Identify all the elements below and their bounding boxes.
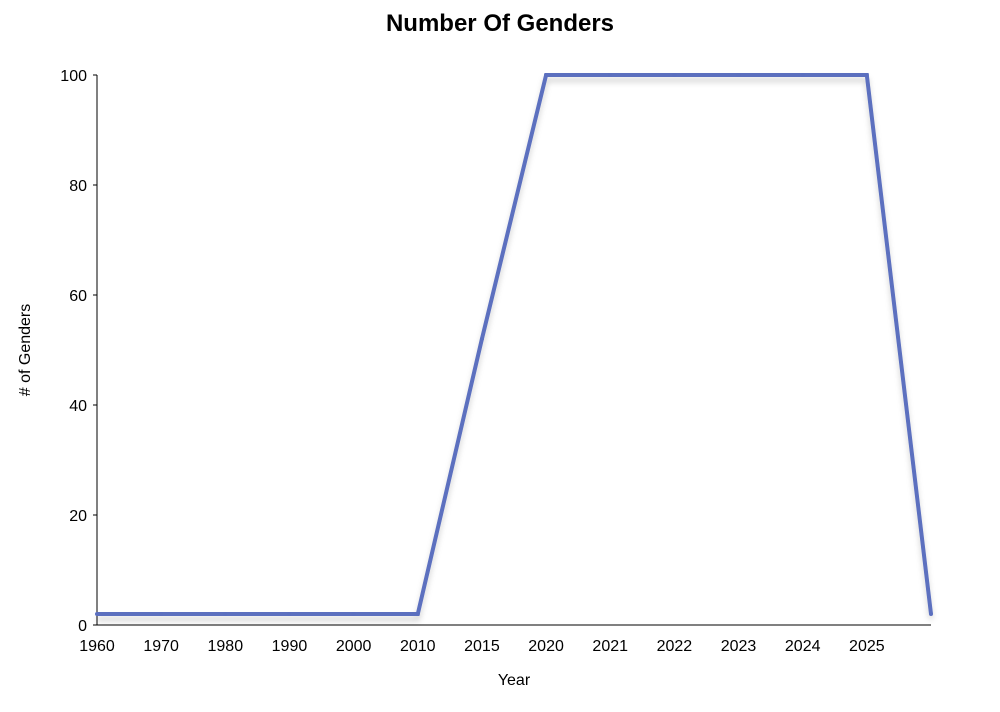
data-point — [672, 73, 677, 77]
x-tick-label: 1990 — [272, 638, 308, 655]
x-tick-label: 2000 — [336, 638, 372, 655]
data-point — [479, 337, 484, 341]
y-tick-label: 40 — [69, 398, 87, 415]
data-point — [929, 612, 933, 616]
data-point — [864, 73, 869, 77]
data-point — [608, 73, 613, 77]
x-tick-label: 2022 — [657, 638, 693, 655]
data-point — [159, 612, 164, 616]
x-tick-label: 2020 — [528, 638, 564, 655]
x-axis-label: Year — [498, 672, 531, 689]
x-tick-label: 1970 — [143, 638, 179, 655]
y-tick-label: 60 — [69, 288, 87, 305]
chart-title: Number Of Genders — [386, 10, 614, 37]
x-axis: 1960 1970 1980 1990 2000 2010 2015 2020 2021 2022… — [79, 624, 931, 655]
data-point — [415, 612, 420, 616]
x-tick-label: 2025 — [849, 638, 885, 655]
data-point — [223, 612, 228, 616]
x-tick-label: 2023 — [721, 638, 757, 655]
x-tick-label: 1980 — [208, 638, 244, 655]
x-tick-label: 2021 — [592, 638, 628, 655]
y-tick-label: 80 — [69, 178, 87, 195]
y-axis-label: # of Genders — [17, 304, 34, 397]
series-group — [95, 73, 933, 616]
x-tick-label: 2024 — [785, 638, 821, 655]
data-point — [351, 612, 356, 616]
y-axis: 0 20 40 60 80 100 — [60, 68, 98, 635]
data-point — [95, 612, 99, 616]
x-tick-label: 2015 — [464, 638, 500, 655]
x-tick-label: 2010 — [400, 638, 436, 655]
data-point — [736, 73, 741, 77]
y-tick-label: 20 — [69, 508, 87, 525]
x-tick-label: 1960 — [79, 638, 115, 655]
y-tick-label: 0 — [78, 618, 87, 635]
series-line — [97, 73, 933, 616]
data-point — [544, 73, 549, 77]
data-point — [287, 612, 292, 616]
y-tick-label: 100 — [60, 68, 87, 85]
data-point — [800, 73, 805, 77]
